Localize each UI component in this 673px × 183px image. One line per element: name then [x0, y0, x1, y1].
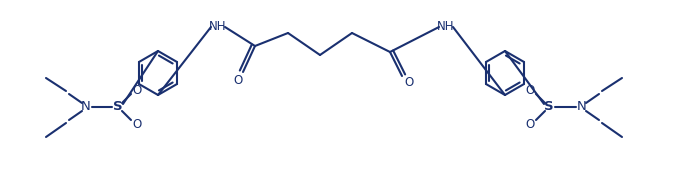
Text: O: O — [133, 83, 141, 96]
Text: NH: NH — [437, 20, 455, 33]
Text: O: O — [526, 117, 534, 130]
Text: N: N — [577, 100, 587, 113]
Text: O: O — [234, 74, 243, 87]
Text: S: S — [113, 100, 122, 113]
Text: NH: NH — [209, 20, 227, 33]
Text: O: O — [526, 83, 534, 96]
Text: O: O — [404, 76, 414, 89]
Text: N: N — [81, 100, 91, 113]
Text: S: S — [544, 100, 554, 113]
Text: O: O — [133, 117, 141, 130]
